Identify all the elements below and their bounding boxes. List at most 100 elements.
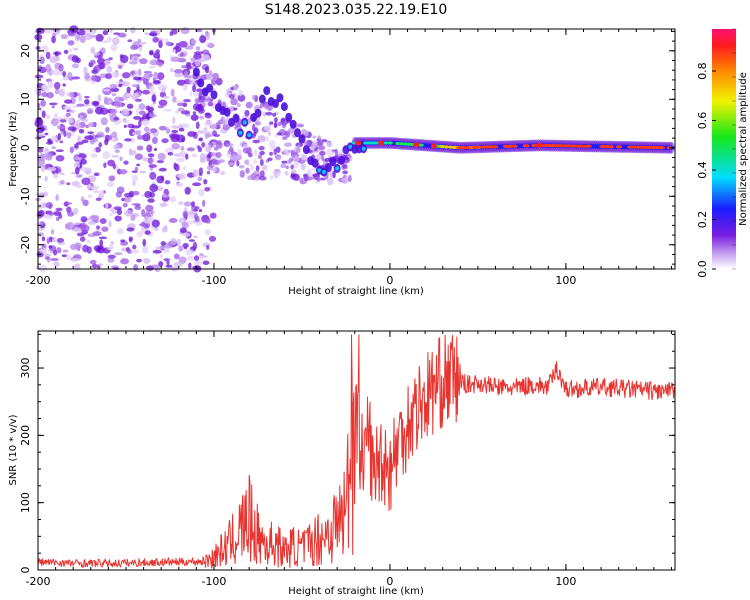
y-tick-label: 300 [19,358,32,379]
spectrum-x-ticks: -200 -100 0 100 [26,29,672,287]
noise-blob [74,143,79,149]
noise-blob [194,59,201,67]
noise-blob [86,107,94,114]
ridge-blob [254,108,262,118]
noise-blob [172,117,176,124]
noise-blob [108,175,116,182]
noise-blob [64,99,73,104]
noise-blob [183,246,188,250]
noise-blob [112,163,116,170]
noise-blob [51,105,55,109]
noise-blob [98,236,108,240]
colorbar-label: Normalized spectral amplitude [738,72,749,226]
noise-blob [212,167,217,173]
noise-blob [192,241,198,250]
noise-blob [87,220,96,225]
noise-blob [113,116,120,121]
noise-blob [245,167,250,174]
noise-blob [74,156,83,161]
y-tick-label: 20 [19,44,32,58]
noise-blob [59,119,67,123]
noise-blob [77,135,82,143]
noise-blob [222,118,230,126]
noise-blob [90,153,98,158]
noise-blob [182,232,191,237]
noise-blob [267,130,271,136]
noise-blob [79,167,89,172]
noise-blob [156,175,165,184]
noise-blob [215,151,222,159]
noise-blob [145,132,151,136]
noise-blob [242,147,251,154]
noise-blob [45,114,51,120]
x-tick-label: 100 [555,274,576,287]
noise-blob [38,204,43,210]
noise-blob [208,235,217,242]
ridge-blob [289,119,297,129]
noise-blob [341,177,350,183]
ridge-blob [311,158,319,168]
noise-blob [192,84,196,93]
noise-blob [84,95,90,99]
noise-blob [158,99,168,106]
noise-blob [225,143,234,147]
noise-blob [312,173,320,177]
noise-blob [319,150,326,156]
noise-blob [147,157,154,165]
noise-blob [167,151,174,156]
ridge-hot [418,143,424,147]
noise-blob [136,145,144,151]
noise-blob [238,89,243,97]
noise-blob [93,172,100,177]
noise-blob [109,83,117,89]
noise-blob [319,177,326,181]
noise-blob [334,148,339,156]
noise-blob [104,138,109,146]
noise-blob [269,121,274,125]
spectrum-x-label: Height of straight line (km) [288,286,424,297]
noise-blob [265,111,273,116]
noise-blob [262,111,266,118]
noise-blob [145,105,151,111]
noise-blob [247,152,253,158]
noise-blob [171,129,179,134]
noise-blob [209,212,217,219]
noise-blob [147,198,155,203]
noise-blob [207,153,212,159]
noise-blob [90,46,96,54]
noise-blob [195,29,203,33]
noise-blob [244,109,250,117]
noise-blob [143,70,152,74]
noise-blob [180,27,190,35]
noise-blob [151,219,160,228]
noise-blob [168,133,177,139]
noise-blob [120,239,126,243]
noise-blob [290,169,297,175]
ridge-hot [370,141,378,145]
spectrum-y-label: Frequency (Hz) [8,111,19,187]
noise-blob [165,41,172,46]
noise-blob [178,256,187,264]
noise-blob [99,61,106,70]
noise-blob [55,155,65,162]
noise-blob [51,146,56,150]
noise-blob [80,158,87,165]
x-tick-label: 100 [555,575,576,588]
noise-blob [57,132,62,141]
noise-blob [165,264,173,268]
noise-blob [201,141,206,148]
noise-blob [170,56,181,63]
noise-blob [114,136,119,142]
noise-blob [131,175,138,183]
noise-blob [57,168,62,173]
noise-blob [74,161,81,169]
noise-blob [83,33,94,41]
noise-blob [126,249,133,254]
noise-blob [37,88,42,97]
noise-blob [326,142,333,147]
noise-blob [176,238,181,247]
noise-blob [182,210,189,218]
noise-blob [99,218,107,225]
noise-blob [263,125,271,132]
noise-blob [83,66,88,75]
